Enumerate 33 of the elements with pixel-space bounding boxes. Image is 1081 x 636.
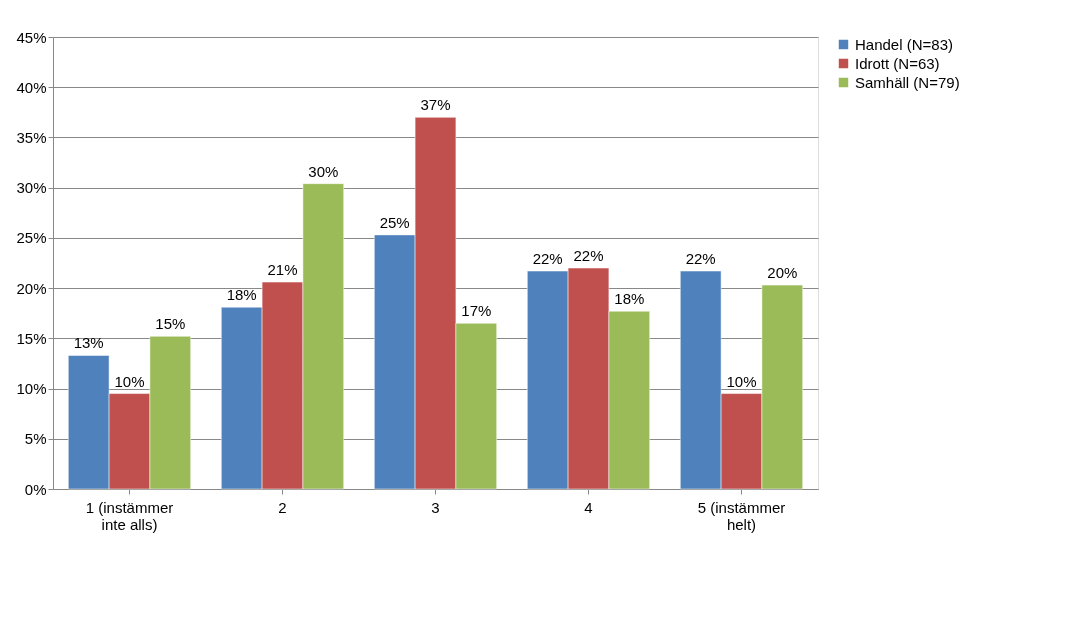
data-label: 18%	[226, 286, 257, 304]
x-tick-label: 2	[278, 498, 287, 516]
y-tick-label: 15%	[16, 329, 47, 347]
x-tick-label: 5 (instämmer helt)	[697, 498, 786, 533]
y-tick-label: 35%	[16, 128, 47, 146]
data-label: 10%	[726, 372, 757, 390]
data-label: 20%	[767, 264, 798, 282]
y-tick-label: 0%	[24, 480, 47, 498]
data-label: 18%	[614, 290, 645, 308]
data-label: 17%	[461, 302, 492, 320]
x-tick-label: 1 (instämmer inte alls)	[85, 498, 174, 533]
legend-label: Samhäll (N=79)	[855, 73, 960, 91]
y-tick-label: 5%	[24, 430, 47, 448]
y-tick-label: 30%	[16, 179, 47, 197]
data-label: 22%	[685, 250, 716, 268]
data-label: 37%	[420, 96, 451, 114]
x-tick-label: 4	[584, 498, 593, 516]
legend-label: Handel (N=83)	[855, 35, 953, 53]
data-label: 30%	[308, 162, 339, 180]
data-label: 21%	[267, 261, 298, 279]
data-label: 25%	[379, 213, 410, 231]
data-label: 15%	[155, 315, 186, 333]
y-tick-label: 25%	[16, 229, 47, 247]
x-tick-label: 3	[431, 498, 440, 516]
y-tick-label: 10%	[16, 380, 47, 398]
data-label: 22%	[573, 247, 604, 265]
y-tick-label: 20%	[16, 279, 47, 297]
data-label: 22%	[532, 250, 563, 268]
y-tick-label: 45%	[16, 28, 47, 46]
data-label: 13%	[73, 334, 104, 352]
data-label: 10%	[114, 372, 145, 390]
y-tick-label: 40%	[16, 78, 47, 96]
legend-label: Idrott (N=63)	[855, 54, 940, 72]
